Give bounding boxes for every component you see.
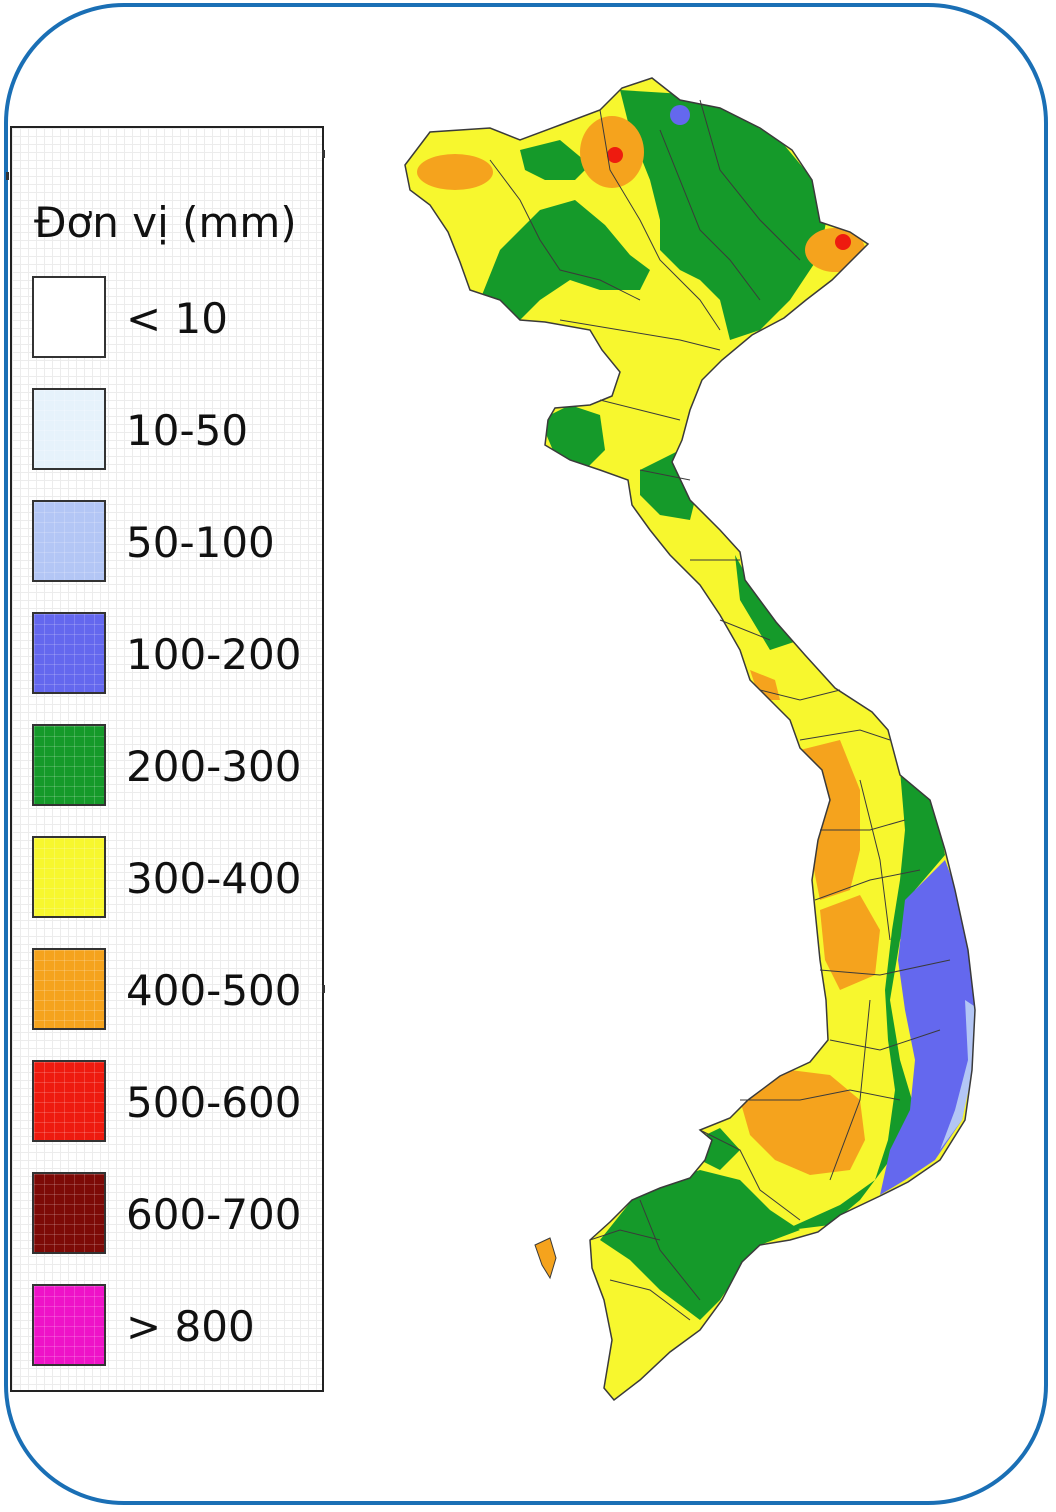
legend-swatch: [32, 388, 106, 470]
legend-swatch: [32, 1060, 106, 1142]
legend-swatch: [32, 612, 106, 694]
legend-swatch: [32, 1284, 106, 1366]
legend-tick: [322, 150, 325, 158]
zone-500-600-hagiang: [607, 147, 623, 163]
zone-100-200-north-small: [670, 105, 690, 125]
legend-item: 600-700: [32, 1172, 312, 1256]
zone-200-300-northwest: [480, 200, 650, 320]
legend-label: 300-400: [126, 854, 302, 903]
legend-label: 400-500: [126, 966, 302, 1015]
rounded-frame: [4, 3, 1048, 1505]
legend-item: < 10: [32, 276, 312, 360]
province-borders: [404, 77, 976, 1401]
legend-item: 10-50: [32, 388, 312, 472]
legend-swatch: [32, 276, 106, 358]
zone-200-300-mekong: [600, 1170, 800, 1320]
zone-100-200-south-central: [880, 860, 975, 1195]
legend-item: 100-200: [32, 612, 312, 696]
legend-label: 600-700: [126, 1190, 302, 1239]
legend-swatch: [32, 724, 106, 806]
legend-swatch: [32, 836, 106, 918]
zone-50-100-coast: [940, 1000, 975, 1150]
legend-swatch: [32, 500, 106, 582]
legend-item: 200-300: [32, 724, 312, 808]
legend-label: 50-100: [126, 518, 275, 567]
zone-400-500-southeast: [740, 1070, 865, 1175]
legend-tick: [322, 985, 325, 993]
zone-200-300-north-small: [520, 140, 590, 180]
legend-label: 100-200: [126, 630, 302, 679]
zone-200-300-northeast: [620, 90, 830, 340]
legend-label: 10-50: [126, 406, 249, 455]
phu-quoc-island: [535, 1238, 556, 1278]
legend-title: Đơn vị (mm): [34, 198, 297, 247]
legend-item: 300-400: [32, 836, 312, 920]
map-legend: Đơn vị (mm) < 10 10-50 50-100 100-200 20…: [10, 126, 324, 1392]
zone-400-500-northwest: [417, 154, 493, 190]
zone-400-500-quangninh: [805, 228, 865, 272]
legend-label: 500-600: [126, 1078, 302, 1127]
zone-400-500-central-c: [820, 895, 880, 990]
vietnam-rainfall-map: [404, 77, 976, 1401]
legend-label: < 10: [126, 294, 228, 343]
legend-tick: [6, 172, 9, 180]
legend-swatch: [32, 1172, 106, 1254]
zone-500-600-quangninh: [835, 234, 851, 250]
legend-label: > 800: [126, 1302, 255, 1351]
legend-item: 50-100: [32, 500, 312, 584]
legend-swatch: [32, 948, 106, 1030]
rainfall-zones: [405, 78, 975, 1400]
legend-item: 400-500: [32, 948, 312, 1032]
legend-label: 200-300: [126, 742, 302, 791]
legend-item: 500-600: [32, 1060, 312, 1144]
zone-200-300-central-belt: [740, 770, 945, 1250]
legend-item: > 800: [32, 1284, 312, 1368]
